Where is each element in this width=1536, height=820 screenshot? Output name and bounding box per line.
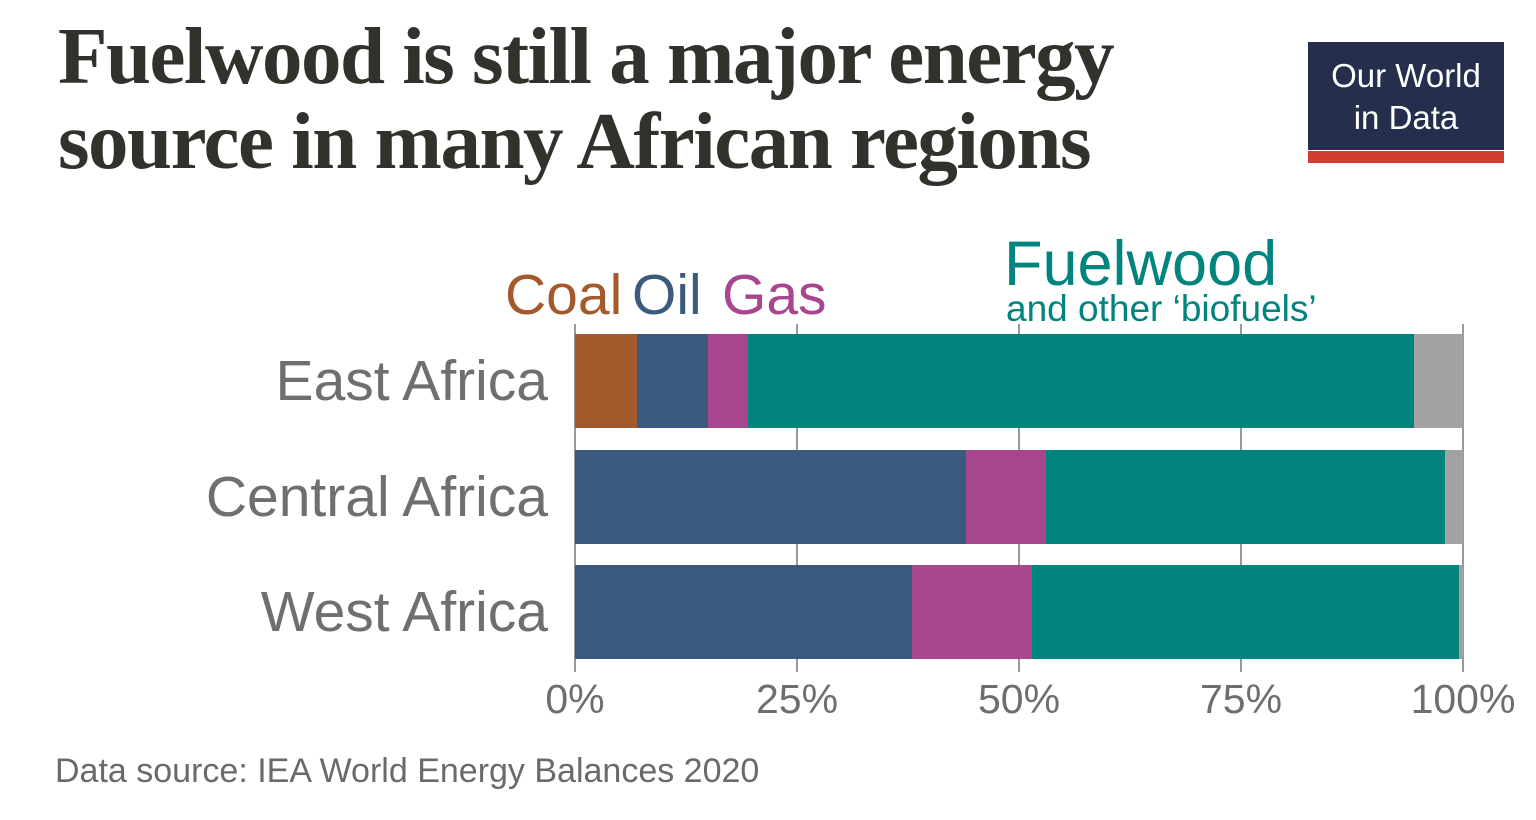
x-axis-tick-label: 25%	[755, 676, 839, 722]
segment-gas-east-africa	[708, 334, 749, 428]
legend-label-oil: Oil	[632, 263, 702, 327]
segment-gas-west-africa	[912, 565, 1033, 659]
segment-gas-central-africa	[965, 450, 1046, 544]
segment-other-central-africa	[1445, 450, 1463, 544]
segment-other-east-africa	[1414, 334, 1463, 428]
chart-title-line2: source in many African regions	[58, 96, 1092, 187]
legend-label-coal: Coal	[505, 263, 623, 327]
owid-logo: Our World in Data	[1308, 42, 1504, 150]
x-axis-tick-label: 50%	[977, 676, 1061, 722]
data-source-note: Data source: IEA World Energy Balances 2…	[55, 752, 760, 790]
chart-title: Fuelwood is still a major energy source …	[58, 11, 1308, 187]
segment-fuelwood-and-other-biofuels-west-africa	[1032, 565, 1459, 659]
row-label-west-africa: West Africa	[260, 580, 548, 644]
legend-sublabel-biofuels: and other ‘biofuels’	[1006, 288, 1317, 329]
legend-label-fuelwood: Fuelwood	[1004, 229, 1278, 299]
x-axis-tick-label: 75%	[1199, 676, 1283, 722]
plot-area	[574, 324, 1464, 672]
segment-oil-central-africa	[575, 450, 966, 544]
bar-west-africa	[575, 565, 1463, 659]
chart-title-line1: Fuelwood is still a major energy	[58, 11, 1115, 101]
segment-other-west-africa	[1458, 565, 1463, 659]
x-axis: 0% 25% 50% 75% 100%	[545, 676, 1515, 728]
x-axis-tick-label: 100%	[1410, 676, 1516, 722]
owid-logo-line1: Our World	[1331, 57, 1481, 94]
bar-east-africa	[575, 334, 1463, 428]
segment-oil-west-africa	[575, 565, 913, 659]
row-label-central-africa: Central Africa	[205, 465, 548, 529]
legend-label-gas: Gas	[722, 263, 827, 327]
owid-logo-line2: in Data	[1353, 98, 1459, 136]
segment-coal-east-africa	[575, 334, 638, 428]
bar-central-africa	[575, 450, 1463, 544]
segment-oil-east-africa	[637, 334, 709, 428]
gridline-100	[1462, 324, 1464, 672]
segment-fuelwood-and-other-biofuels-central-africa	[1045, 450, 1446, 544]
owid-logo-accent-bar	[1308, 151, 1504, 163]
x-axis-tick-label: 0%	[545, 676, 605, 722]
row-label-east-africa: East Africa	[275, 349, 548, 413]
segment-fuelwood-and-other-biofuels-east-africa	[748, 334, 1415, 428]
